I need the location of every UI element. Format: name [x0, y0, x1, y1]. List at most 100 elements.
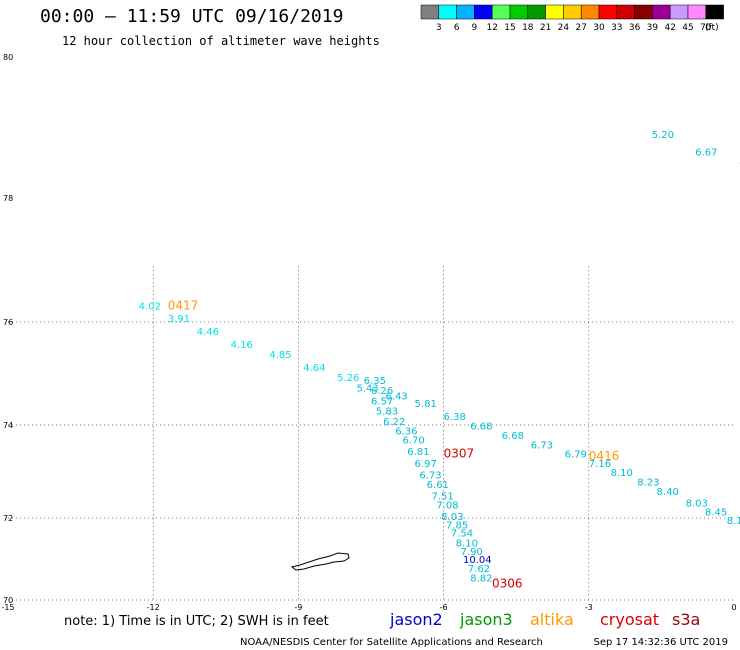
legend-cryosat: cryosat — [600, 610, 659, 629]
colorbar-label: 12 — [486, 23, 497, 33]
x-tick-label: -6 — [440, 603, 448, 612]
colorbar-label: 15 — [504, 23, 515, 33]
wave-height-label: 7 — [739, 162, 740, 173]
colorbar-bin — [687, 4, 707, 20]
legend-altika: altika — [530, 610, 574, 629]
colorbar-bin — [527, 4, 546, 20]
wave-height-label: 5.83 — [376, 407, 398, 418]
colorbar-label: 33 — [611, 23, 622, 33]
wave-height-label: 6.73 — [531, 440, 553, 451]
wave-height-label: 6.38 — [444, 412, 466, 423]
y-tick-label: 78 — [3, 194, 13, 203]
colorbar-label: 45 — [682, 23, 693, 33]
wave-height-label: 8.40 — [657, 487, 679, 498]
colorbar-label: 18 — [522, 23, 534, 33]
wave-height-label: 6.36 — [395, 426, 417, 437]
colorbar: 3 6 9 12 15 18 21 24 27 30 33 36 39 42 45 70(ft) — [420, 4, 724, 33]
wave-height-label: 6.22 — [383, 417, 405, 428]
wave-height-label: 10.04 — [463, 555, 492, 566]
wave-height-label: 4.46 — [197, 327, 219, 338]
wave-height-label: 4.85 — [269, 350, 291, 361]
colorbar-label: 27 — [575, 23, 586, 33]
colorbar-label: 3 — [436, 23, 442, 33]
wave-height-label: 3.91 — [168, 314, 190, 325]
wave-height-label: 4.02 — [139, 302, 161, 313]
wave-height-label: 6.73 — [419, 470, 441, 481]
wave-height-label: 7.51 — [432, 491, 454, 502]
colorbar-label: 9 — [472, 23, 478, 33]
footer-timestamp: Sep 17 14:32:36 UTC 2019 — [594, 637, 728, 648]
colorbar-label: 21 — [540, 23, 551, 33]
pass-time-label: 0416 — [589, 449, 620, 463]
wave-height-label: 6.43 — [386, 391, 408, 402]
x-tick-label: -12 — [147, 603, 160, 612]
x-tick-label: 0 — [731, 603, 736, 612]
wave-height-label: 6.57 — [371, 396, 393, 407]
wave-height-label: 8.16 — [727, 516, 740, 527]
wave-height-label: 6.26 — [371, 386, 393, 397]
footer-credit: NOAA/NESDIS Center for Satellite Applica… — [240, 637, 543, 648]
colorbar-label: 42 — [664, 23, 675, 33]
wave-height-label: 5.26 — [337, 373, 359, 384]
colorbar-bin — [474, 4, 493, 20]
colorbar-bin — [545, 4, 564, 20]
wave-height-label: 8.23 — [637, 477, 659, 488]
colorbar-bin — [705, 4, 724, 20]
pass-time-label: 0307 — [444, 447, 475, 461]
grid — [8, 266, 734, 601]
chart-subtitle: 12 hour collection of altimeter wave hei… — [62, 34, 380, 48]
wave-height-label: 6.68 — [470, 422, 492, 433]
footer-note: note: 1) Time is in UTC; 2) SWH is in fe… — [64, 614, 329, 629]
colorbar-bin — [616, 4, 635, 20]
chart-title: 00:00 — 11:59 UTC 09/16/2019 — [40, 6, 344, 27]
wave-height-label: 6.35 — [364, 376, 386, 387]
colorbar-label: 30 — [593, 23, 605, 33]
wave-height-label: 7.85 — [446, 520, 468, 531]
x-tick-label: -3 — [585, 603, 593, 612]
colorbar-unit: (ft) — [705, 23, 719, 33]
colorbar-label: 6 — [454, 23, 460, 33]
colorbar-bin — [669, 4, 689, 20]
wave-height-label: 6.68 — [502, 431, 524, 442]
wave-height-label: 6.70 — [402, 436, 424, 447]
x-tick-label: -9 — [294, 603, 302, 612]
wave-height-label: 7.16 — [589, 459, 611, 470]
y-tick-label: 76 — [3, 318, 13, 327]
colorbar-bin — [509, 4, 529, 20]
legend-jason3: jason3 — [459, 610, 513, 629]
wave-height-label: 8.10 — [611, 468, 633, 479]
colorbar-label: 24 — [558, 23, 570, 33]
wave-height-label: 4.64 — [303, 363, 325, 374]
colorbar-label: 36 — [629, 23, 641, 33]
y-tick-label: 74 — [3, 421, 13, 430]
y-tick-label: 80 — [3, 53, 13, 62]
wave-height-label: 7.62 — [468, 564, 490, 575]
colorbar-bin — [491, 4, 511, 20]
pass-time-label: 0417 — [168, 299, 199, 313]
wave-height-label: 6.79 — [565, 450, 587, 461]
wave-height-label: 7.08 — [436, 501, 458, 512]
colorbar-bin — [598, 4, 618, 20]
colorbar-bin — [456, 4, 475, 20]
wave-height-label: 5.20 — [652, 130, 674, 141]
wave-height-label: 8.82 — [470, 574, 492, 585]
pass-time-label: 0306 — [492, 577, 523, 591]
wave-height-label: 7.54 — [451, 528, 473, 539]
colorbar-bin — [438, 4, 457, 20]
colorbar-bin — [563, 4, 582, 20]
wave-height-label: 5.43 — [356, 384, 378, 395]
wave-height-label: 8.45 — [705, 508, 727, 519]
colorbar-bin — [634, 4, 653, 20]
legend-jason2: jason2 — [389, 610, 443, 629]
island-coastline — [290, 552, 350, 571]
wave-height-label: 4.16 — [231, 340, 253, 351]
colorbar-bin — [420, 4, 440, 20]
y-tick-label: 70 — [3, 596, 13, 605]
wave-height-label: 7.90 — [461, 547, 483, 558]
x-tick-label: -15 — [1, 603, 14, 612]
wave-height-label: 6.61 — [427, 480, 449, 491]
wave-height-label: 6.67 — [695, 148, 717, 159]
legend-s3a: s3a — [672, 610, 700, 629]
colorbar-label: 70 — [700, 23, 712, 33]
